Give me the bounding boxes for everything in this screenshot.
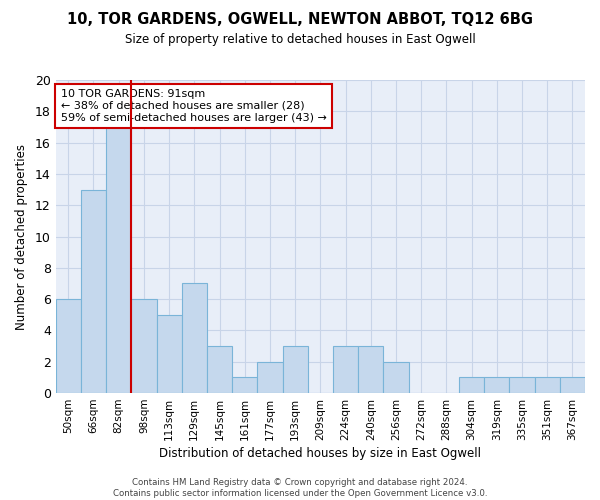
Bar — [106, 127, 131, 393]
Text: Contains HM Land Registry data © Crown copyright and database right 2024.
Contai: Contains HM Land Registry data © Crown c… — [113, 478, 487, 498]
Bar — [157, 315, 182, 393]
Bar — [484, 378, 509, 393]
Bar — [509, 378, 535, 393]
Bar — [232, 378, 257, 393]
Bar — [207, 346, 232, 393]
Bar — [283, 346, 308, 393]
Text: Size of property relative to detached houses in East Ogwell: Size of property relative to detached ho… — [125, 32, 475, 46]
Bar — [358, 346, 383, 393]
Text: 10, TOR GARDENS, OGWELL, NEWTON ABBOT, TQ12 6BG: 10, TOR GARDENS, OGWELL, NEWTON ABBOT, T… — [67, 12, 533, 28]
Bar — [535, 378, 560, 393]
Bar — [333, 346, 358, 393]
Bar — [383, 362, 409, 393]
Bar — [182, 284, 207, 393]
Y-axis label: Number of detached properties: Number of detached properties — [15, 144, 28, 330]
Bar — [81, 190, 106, 393]
Bar — [131, 299, 157, 393]
Bar — [459, 378, 484, 393]
Bar — [257, 362, 283, 393]
Bar — [56, 299, 81, 393]
Bar — [560, 378, 585, 393]
Text: 10 TOR GARDENS: 91sqm
← 38% of detached houses are smaller (28)
59% of semi-deta: 10 TOR GARDENS: 91sqm ← 38% of detached … — [61, 90, 327, 122]
X-axis label: Distribution of detached houses by size in East Ogwell: Distribution of detached houses by size … — [160, 447, 481, 460]
